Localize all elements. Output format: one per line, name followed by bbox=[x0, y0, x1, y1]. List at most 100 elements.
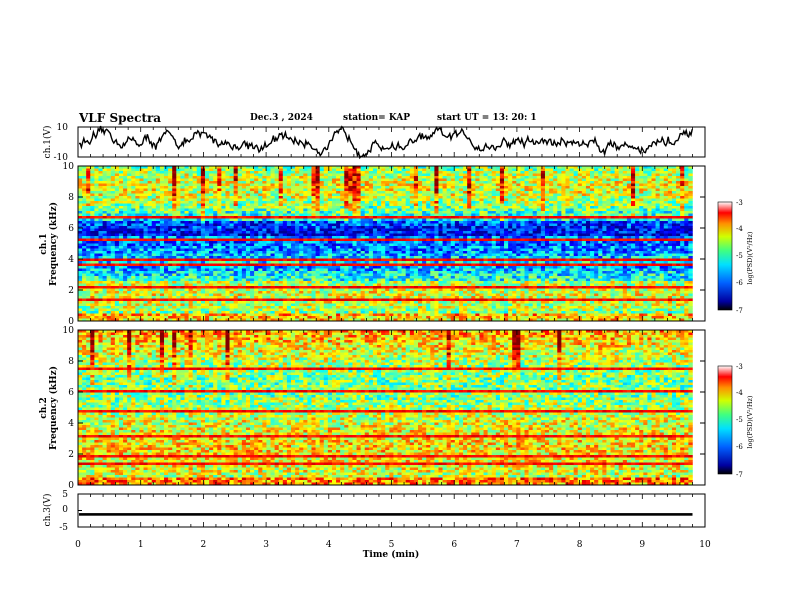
spectrogram-cell bbox=[131, 199, 135, 202]
spectrogram-cell bbox=[156, 234, 160, 237]
spectrogram-cell bbox=[127, 174, 131, 177]
spectrogram-cell bbox=[156, 184, 160, 187]
spectrogram-cell bbox=[160, 251, 164, 254]
spectrogram-cell bbox=[123, 176, 127, 179]
spectrogram-cell bbox=[119, 261, 123, 264]
spectrogram-cell bbox=[90, 299, 94, 302]
spectrogram-cell bbox=[172, 291, 176, 294]
spectrogram-cell bbox=[78, 314, 82, 317]
spectrogram-cell bbox=[139, 211, 143, 214]
spectrogram-cell bbox=[131, 304, 135, 307]
spectrogram-cell bbox=[148, 311, 152, 314]
spectrogram-cell bbox=[180, 264, 184, 267]
spectrogram-cell bbox=[90, 169, 94, 172]
spectrogram-cell bbox=[94, 259, 98, 262]
spectrogram-cell bbox=[107, 309, 111, 312]
spectrogram-cell bbox=[135, 269, 139, 272]
spectrogram-cell bbox=[131, 171, 135, 174]
spectrogram-cell bbox=[168, 271, 172, 274]
spectrogram-cell bbox=[156, 199, 160, 202]
spectrogram-cell bbox=[90, 219, 94, 222]
spectrogram-cell bbox=[107, 246, 111, 249]
spectrogram-cell bbox=[119, 294, 123, 297]
spectrogram-cell bbox=[107, 194, 111, 197]
spectrogram-cell bbox=[139, 281, 143, 284]
spectrogram-cell bbox=[86, 264, 90, 267]
spectrogram-cell bbox=[135, 276, 139, 279]
spectrogram-cell bbox=[82, 189, 86, 192]
spectrogram-cell bbox=[107, 186, 111, 189]
spectrogram-cell bbox=[90, 244, 94, 247]
spectrogram-cell bbox=[98, 221, 102, 224]
spectrogram-cell bbox=[78, 239, 82, 242]
spectrogram-cell bbox=[164, 221, 168, 224]
spectrogram-cell bbox=[135, 236, 139, 239]
spectrogram-cell bbox=[107, 191, 111, 194]
spectrogram-cell bbox=[131, 291, 135, 294]
spectrogram-cell bbox=[98, 216, 102, 219]
spectrogram-cell bbox=[148, 296, 152, 299]
spectrogram-cell bbox=[144, 271, 148, 274]
spectrogram-cell bbox=[135, 259, 139, 262]
spectrogram-cell bbox=[78, 244, 82, 247]
spectrogram-cell bbox=[90, 189, 94, 192]
spectrogram-cell bbox=[164, 306, 168, 309]
spectrogram-cell bbox=[176, 254, 180, 257]
spectrogram-cell bbox=[139, 204, 143, 207]
spectrogram-cell bbox=[139, 206, 143, 209]
spectrogram-cell bbox=[135, 211, 139, 214]
spectrogram-cell bbox=[160, 174, 164, 177]
spectrogram-cell bbox=[119, 244, 123, 247]
spectrogram-cell bbox=[176, 289, 180, 292]
spectrogram-cell bbox=[172, 236, 176, 239]
spectrogram-cell bbox=[119, 214, 123, 217]
spectrogram-cell bbox=[119, 194, 123, 197]
spectrogram-cell bbox=[172, 284, 176, 287]
spectrogram-cell bbox=[176, 186, 180, 189]
spectrogram-cell bbox=[168, 284, 172, 287]
spectrogram-cell bbox=[94, 296, 98, 299]
spectrogram-cell bbox=[156, 301, 160, 304]
spectrogram-cell bbox=[139, 229, 143, 232]
spectrogram-cell bbox=[86, 229, 90, 232]
spectrogram-cell bbox=[115, 249, 119, 252]
spectrogram-cell bbox=[90, 289, 94, 292]
spectrogram-cell bbox=[127, 204, 131, 207]
spectrogram-cell bbox=[144, 264, 148, 267]
spectrogram-cell bbox=[160, 264, 164, 267]
spectrogram-cell bbox=[160, 249, 164, 252]
spectrogram-cell bbox=[160, 199, 164, 202]
spectrogram-cell bbox=[94, 204, 98, 207]
spectrogram-cell bbox=[164, 294, 168, 297]
spectrogram-cell bbox=[156, 296, 160, 299]
spectrogram-cell bbox=[86, 249, 90, 252]
spectrogram-cell bbox=[90, 249, 94, 252]
spectrogram-cell bbox=[119, 264, 123, 267]
spectrogram-cell bbox=[78, 214, 82, 217]
spectrogram-cell bbox=[127, 286, 131, 289]
spectrogram-cell bbox=[180, 184, 184, 187]
spectrogram-cell bbox=[168, 196, 172, 199]
spectrogram-cell bbox=[148, 281, 152, 284]
spectrogram-cell bbox=[131, 206, 135, 209]
spectrogram-cell bbox=[139, 256, 143, 259]
spectrogram-cell bbox=[144, 219, 148, 222]
spectrogram-cell bbox=[144, 269, 148, 272]
spectrogram-cell bbox=[156, 249, 160, 252]
spectrogram-cell bbox=[176, 206, 180, 209]
spectrogram-cell bbox=[131, 246, 135, 249]
spectrogram-cell bbox=[168, 266, 172, 269]
spectrogram-cell bbox=[94, 221, 98, 224]
spectrogram-cell bbox=[107, 251, 111, 254]
spectrogram-cell bbox=[172, 204, 176, 207]
spectrogram-cell bbox=[86, 224, 90, 227]
spectrogram-cell bbox=[172, 229, 176, 232]
spectrogram-cell bbox=[164, 219, 168, 222]
spectrogram-cell bbox=[152, 174, 156, 177]
spectrogram-cell bbox=[168, 199, 172, 202]
spectrogram-cell bbox=[107, 296, 111, 299]
spectrogram-cell bbox=[111, 261, 115, 264]
spectrogram-cell bbox=[176, 214, 180, 217]
spectrogram-cell bbox=[123, 184, 127, 187]
spectrogram-cell bbox=[107, 301, 111, 304]
